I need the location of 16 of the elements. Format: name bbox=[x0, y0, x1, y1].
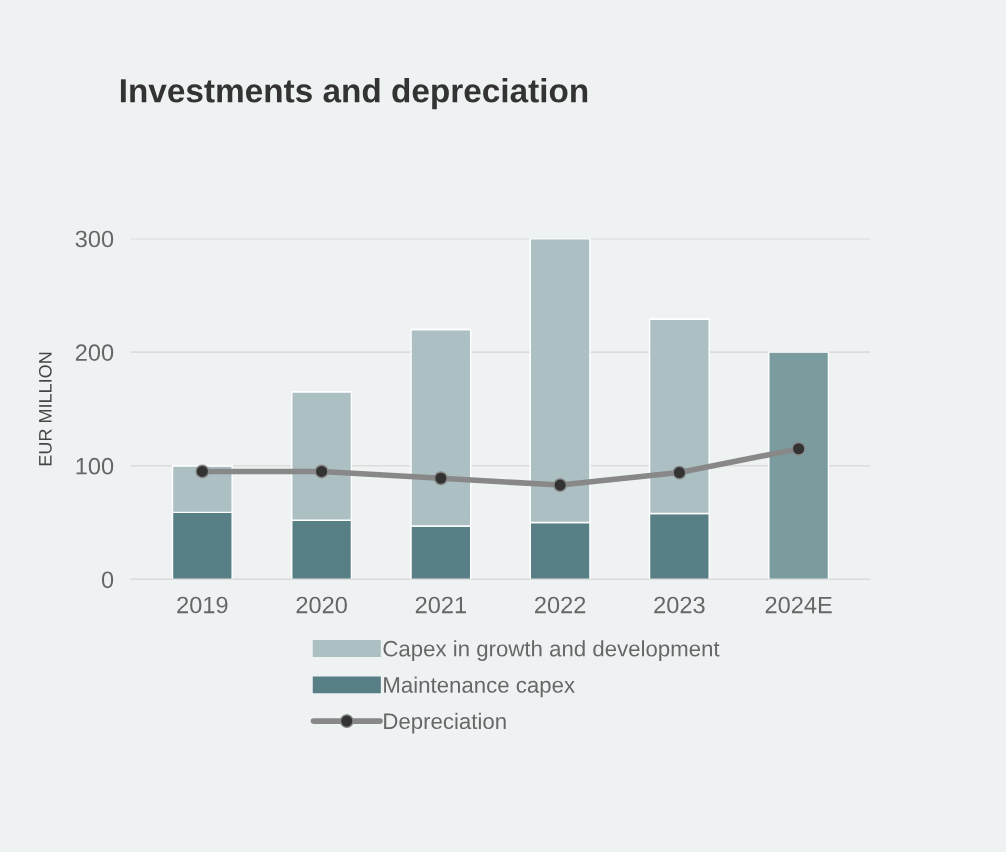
legend-label: Capex in growth and development bbox=[383, 640, 720, 661]
bar bbox=[768, 351, 830, 580]
x-tick-label: 2020 bbox=[296, 596, 347, 614]
y-tick-label: 100 bbox=[76, 457, 114, 475]
x-tick-label: 2022 bbox=[535, 596, 586, 614]
x-tick-label: 2024E bbox=[765, 596, 832, 614]
chart-title: Investments and depreciation bbox=[120, 78, 588, 110]
y-tick-label: 0 bbox=[101, 571, 114, 589]
y-tick-label: 200 bbox=[75, 344, 114, 361]
y-axis-title: EUR MILLION bbox=[38, 352, 52, 466]
x-tick-label: 2019 bbox=[177, 596, 228, 614]
y-tick-label: 300 bbox=[75, 230, 114, 248]
x-tick-label: 2023 bbox=[654, 596, 705, 614]
legend-label: Depreciation bbox=[384, 712, 506, 734]
x-tick-label: 2021 bbox=[415, 596, 466, 614]
legend-label: Maintenance capex bbox=[384, 676, 575, 698]
